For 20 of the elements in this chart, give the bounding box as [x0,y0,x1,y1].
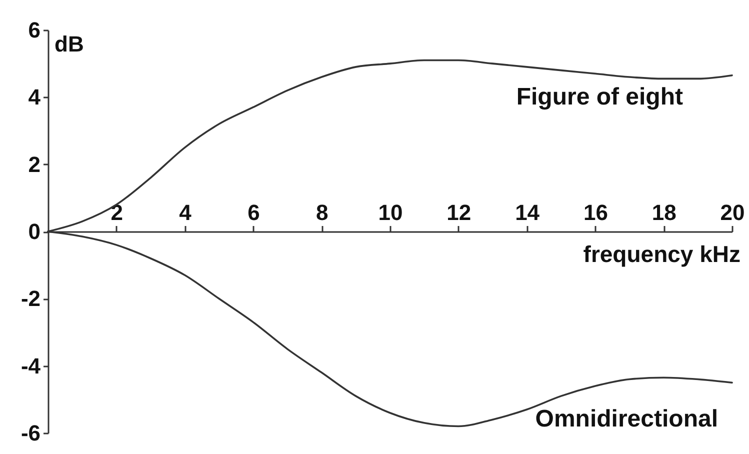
x-tick-label: 20 [720,200,745,225]
x-tick-label: 6 [248,200,260,225]
y-tick-label: 4 [28,84,42,110]
y-tick-label: 0 [28,219,40,244]
x-tick-label: 12 [446,200,472,225]
x-tick-label: 10 [378,200,403,225]
x-tick-label: 4 [179,200,192,225]
x-axis-title: frequency kHz [583,241,740,267]
x-tick-label: 8 [316,200,328,225]
y-tick-label: -6 [20,420,40,446]
y-tick-label: 2 [28,152,40,177]
series-label: Figure of eight [516,83,684,110]
y-tick-label: -2 [20,286,40,312]
x-tick-label: 14 [515,200,540,225]
x-tick-label: 16 [583,200,608,225]
y-tick-label: 6 [28,18,40,42]
y-tick-label: -4 [20,353,42,378]
x-tick-label: 18 [652,200,676,225]
y-axis-title: dB [54,32,84,56]
series-label: Omnidirectional [535,406,718,433]
